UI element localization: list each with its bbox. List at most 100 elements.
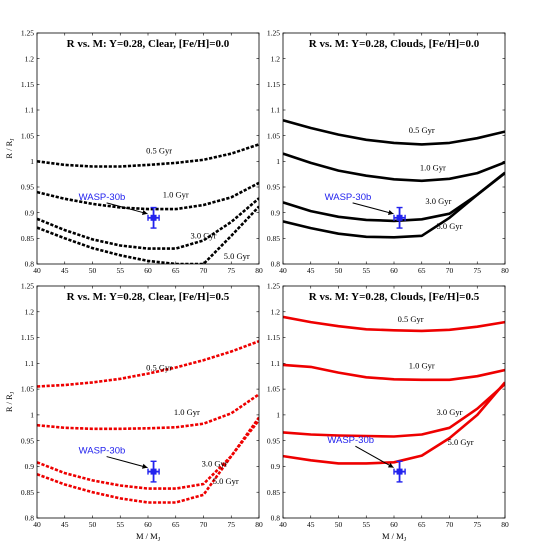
- x-tick-label: 55: [363, 266, 371, 275]
- series-group: [37, 339, 259, 504]
- wasp-30b-arrow: [355, 445, 394, 469]
- y-axis-label: R / RJ: [4, 138, 16, 159]
- x-tick-label: 75: [474, 266, 482, 275]
- x-tick-label: 40: [279, 520, 287, 529]
- wasp-30b-label: WASP-30b: [79, 192, 126, 203]
- y-tick-label: 0.9: [25, 208, 35, 217]
- panel-clear-feh05: R vs. M: Y=0.28, Clear, [Fe/H]=0.5 40 45 50…: [4, 282, 263, 543]
- x-tick-label: 60: [144, 520, 152, 529]
- y-tick-label: 1.15: [21, 80, 34, 89]
- y-tick-label: 0.85: [21, 488, 34, 497]
- series-line-3-0-gyr: [283, 383, 505, 438]
- x-tick-label: 50: [335, 520, 343, 529]
- y-tick-label: 0.95: [267, 436, 280, 445]
- y-tick-label: 0.95: [21, 183, 34, 192]
- panel-clouds-feh05: R vs. M: Y=0.28, Clouds, [Fe/H]=0.5 40 45 5…: [267, 282, 509, 543]
- x-tick-label: 75: [228, 520, 236, 529]
- y-tick-label: 1.1: [25, 359, 35, 368]
- x-tick-label: 50: [89, 266, 97, 275]
- y-tick-label: 1.05: [21, 385, 34, 394]
- x-tick-label: 55: [117, 266, 125, 275]
- wasp-30b-arrowhead: [388, 210, 394, 215]
- series-line-1-0-gyr: [37, 181, 259, 211]
- curve-label: 3.0 Gyr: [425, 196, 451, 206]
- x-tick-label: 55: [117, 520, 125, 529]
- series-line-5-0-gyr: [283, 172, 505, 239]
- y-tick-label: 0.8: [25, 260, 35, 269]
- x-tick-label: 75: [474, 520, 482, 529]
- y-tick-label: 1: [30, 157, 34, 166]
- y-tick-label: 0.9: [271, 208, 281, 217]
- curve-label: 3.0 Gyr: [437, 407, 463, 417]
- curve-label: 5.0 Gyr: [437, 221, 463, 231]
- x-tick-label: 80: [501, 520, 509, 529]
- y-tick-label: 1.2: [25, 54, 35, 63]
- y-tick-label: 1.05: [267, 385, 280, 394]
- x-tick-label: 60: [390, 266, 398, 275]
- curve-label: 5.0 Gyr: [448, 437, 474, 447]
- series-line-1-0-gyr: [283, 152, 505, 183]
- y-tick-label: 0.9: [271, 462, 281, 471]
- curve-label: 1.0 Gyr: [163, 189, 189, 199]
- wasp-30b-arrow: [352, 202, 394, 215]
- x-tick-label: 60: [144, 266, 152, 275]
- plot-frame: [36, 285, 260, 519]
- wasp-30b-arrow: [106, 202, 148, 215]
- x-tick-label: 40: [33, 520, 41, 529]
- x-axis-label: M / MJ: [382, 531, 407, 543]
- x-tick-label: 50: [335, 266, 343, 275]
- wasp-30b-marker: [396, 468, 403, 475]
- y-tick-label: 1.2: [271, 307, 281, 316]
- curve-label: 5.0 Gyr: [213, 476, 239, 486]
- wasp-30b-marker: [396, 214, 403, 221]
- y-tick-label: 1.25: [21, 29, 34, 38]
- series-line-0-5-gyr: [37, 143, 259, 168]
- curve-label: 3.0 Gyr: [191, 230, 217, 240]
- wasp-30b-marker: [150, 214, 157, 221]
- y-tick-label: 1.15: [267, 80, 280, 89]
- x-tick-label: 75: [228, 266, 236, 275]
- y-tick-label: 0.9: [25, 462, 35, 471]
- series-line-0-5-gyr: [283, 119, 505, 146]
- series-group: [37, 143, 259, 264]
- wasp-30b-label: WASP-30b: [327, 435, 374, 446]
- wasp-30b-marker: [150, 468, 157, 475]
- wasp-30b-label: WASP-30b: [325, 192, 372, 203]
- chart-title: R vs. M: Y=0.28, Clouds, [Fe/H]=0.0: [309, 38, 480, 50]
- x-tick-label: 45: [307, 266, 315, 275]
- series-line-0-5-gyr: [283, 315, 505, 333]
- plot-frame: [282, 285, 506, 519]
- x-tick-label: 40: [279, 266, 287, 275]
- curve-label: 0.5 Gyr: [409, 125, 435, 135]
- chart-title: R vs. M: Y=0.28, Clouds, [Fe/H]=0.5: [309, 291, 480, 303]
- x-tick-label: 65: [418, 520, 426, 529]
- panel-clear-feh00: R vs. M: Y=0.28, Clear, [Fe/H]=0.0 40 45 50…: [4, 29, 263, 275]
- curve-label: 0.5 Gyr: [146, 363, 172, 373]
- curve-label: 0.5 Gyr: [146, 146, 172, 156]
- y-tick-label: 0.8: [271, 514, 281, 523]
- wasp-30b-arrow: [106, 456, 148, 469]
- y-tick-label: 1: [276, 410, 280, 419]
- series-line-0-5-gyr: [37, 339, 259, 388]
- y-tick-label: 1.25: [267, 29, 280, 38]
- y-tick-label: 1.2: [271, 54, 281, 63]
- wasp-30b-arrowhead: [142, 463, 148, 469]
- y-tick-label: 1.15: [267, 333, 280, 342]
- x-tick-label: 80: [255, 266, 263, 275]
- wasp-30b-arrowhead: [387, 462, 394, 468]
- plot-frame: [282, 32, 506, 265]
- x-tick-label: 60: [390, 520, 398, 529]
- x-tick-label: 45: [61, 520, 69, 529]
- y-tick-label: 1.1: [271, 106, 281, 115]
- y-tick-label: 1.15: [21, 333, 34, 342]
- series-line-5-0-gyr: [37, 205, 259, 264]
- curve-label: 1.0 Gyr: [409, 360, 435, 370]
- chart-title: R vs. M: Y=0.28, Clear, [Fe/H]=0.5: [67, 291, 230, 303]
- curve-label: 3.0 Gyr: [202, 458, 228, 468]
- curve-label: 1.0 Gyr: [174, 407, 200, 417]
- x-tick-label: 55: [363, 520, 371, 529]
- series-group: [283, 119, 505, 239]
- x-tick-label: 80: [501, 266, 509, 275]
- y-tick-label: 0.85: [21, 234, 34, 243]
- x-axis-label: M / MJ: [136, 531, 161, 543]
